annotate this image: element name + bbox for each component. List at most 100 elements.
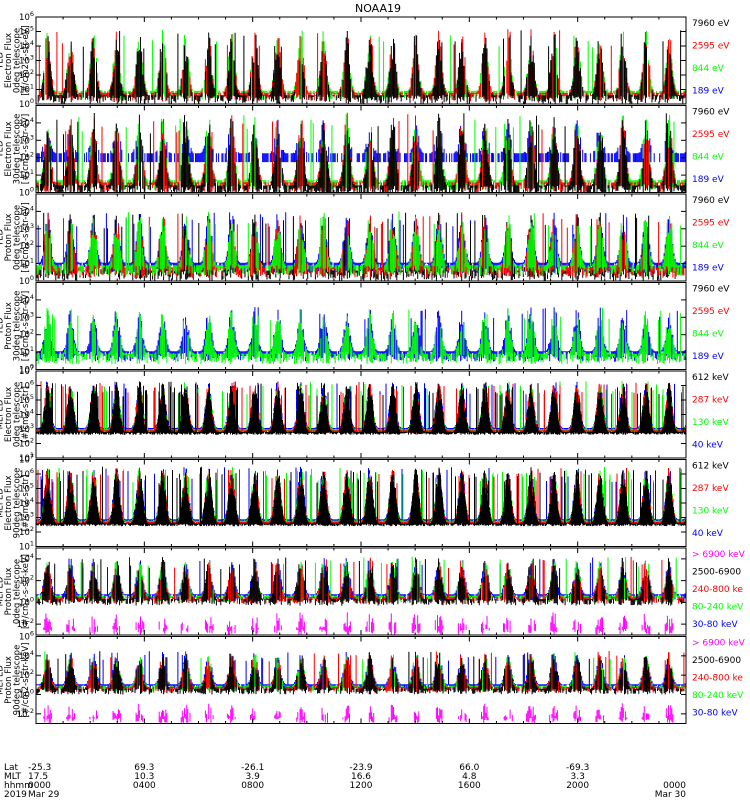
legend-entry-black: 7960 eV — [692, 108, 730, 118]
legend-entry-green: 844 eV — [692, 153, 725, 163]
x-tick-mlt: 3.9 — [246, 772, 261, 782]
y-axis-label: MEPEDElectron Flux0deg telescope[#/cm2-s… — [0, 382, 31, 447]
y-axis-label-line: [#/cm2-s-str-keV] — [21, 554, 31, 629]
y-axis-label-line: [#/cm2-s-str-eV] — [21, 202, 31, 272]
legend-entry-red: 2595 eV — [692, 42, 730, 52]
y-tick-label: 100 — [19, 595, 34, 608]
series-green-trace — [36, 381, 686, 433]
y-tick-label: 107 — [19, 453, 34, 466]
legend-entry-blue: 189 eV — [692, 264, 725, 274]
x-tick-hhmm: 0000 — [28, 781, 51, 791]
y-tick-label: 105 — [19, 482, 34, 495]
x-tick-mlt: 3.3 — [571, 772, 585, 782]
panel-traces — [36, 112, 686, 193]
x-tick-hhmm: 0800 — [241, 781, 264, 791]
y-axis-label: MEPEDProton Flux90deg telescope[#/cm2-s-… — [0, 643, 31, 718]
y-axis-label: TEDProton Flux30deg telescope[#/cm2-s-st… — [0, 291, 31, 362]
x-tick-hhmm: 0400 — [133, 781, 156, 791]
series-black-trace — [36, 466, 686, 527]
legend-entry-red: 287 keV — [692, 484, 729, 494]
y-tick-label: 10-2 — [17, 707, 34, 720]
y-tick-label: 100 — [19, 274, 34, 287]
y-axis-label-line: 30deg telescope — [13, 114, 23, 185]
y-axis-label-line: MEPED — [0, 399, 6, 429]
series-blue-trace — [36, 557, 686, 601]
y-axis-label-line: 0deg telescope — [13, 382, 23, 447]
legend-entry-blue: 30-80 keV — [692, 620, 738, 630]
y-axis-label-line: Proton Flux — [4, 568, 14, 616]
x-tick-mlt: 17.5 — [28, 772, 48, 782]
y-tick-label: 103 — [19, 310, 34, 323]
y-axis-label: MEPEDElectron Flux90deg telescope[#/cm2-… — [0, 468, 31, 539]
panel-traces — [36, 29, 686, 104]
y-axis-label-line: 30deg telescope — [13, 291, 23, 362]
y-axis-label-line: MEPED — [0, 576, 6, 606]
legend-entry-red: 287 keV — [692, 396, 729, 406]
legend-entry-black: 612 keV — [692, 462, 729, 472]
panel-traces — [36, 556, 686, 635]
y-axis-label-line: [#/cm2-s-str-eV] — [21, 114, 31, 184]
y-tick-label: 104 — [19, 496, 34, 509]
legend-entry-blue: 189 eV — [692, 87, 725, 97]
y-tick-label: 106 — [19, 630, 34, 643]
y-axis-label-line: TED — [0, 228, 6, 247]
legend-entry-green: 844 eV — [692, 330, 725, 340]
y-tick-label: 101 — [19, 83, 34, 96]
y-tick-label: 102 — [19, 437, 34, 450]
legend-entry-green: 844 eV — [692, 241, 725, 251]
y-tick-label: 104 — [19, 649, 34, 662]
y-tick-label: 104 — [19, 408, 34, 421]
y-axis-label-line: MEPED — [0, 665, 6, 695]
y-axis-label-line: [#/cm2-s-str-keV] — [21, 643, 31, 718]
y-axis-label: TEDElectron Flux0deg telescope[#/cm2-s-s… — [0, 25, 31, 95]
y-axis-label-line: Proton Flux — [4, 302, 14, 350]
series-green-trace — [36, 30, 686, 100]
legend-entry-blue: 189 eV — [692, 352, 725, 362]
x-tick-hhmm: 1200 — [350, 781, 373, 791]
y-axis-label-line: Proton Flux — [4, 656, 14, 704]
y-tick-label: 104 — [19, 116, 34, 129]
series-green-trace — [36, 211, 686, 276]
legend-entry-blue: 40 keV — [692, 441, 724, 451]
series-black-trace — [36, 557, 685, 606]
y-axis-label-line: Proton Flux — [4, 214, 14, 262]
y-tick-label: 100 — [19, 688, 34, 701]
y-tick-label: 105 — [19, 25, 34, 38]
legend-entry-black: 7960 eV — [692, 285, 730, 295]
legend-entry-red: 240-800 ke — [692, 674, 743, 684]
panel-traces — [36, 651, 686, 724]
x-tick-date: Mar 30 — [655, 790, 687, 800]
y-tick-label: 102 — [19, 239, 34, 252]
legend-entry-blue: 30-80 keV — [692, 709, 738, 719]
x-tick-lat: 66.0 — [459, 763, 479, 773]
x-tick-lat: 69.3 — [134, 763, 154, 773]
panel-traces — [36, 381, 686, 435]
y-tick-label: 106 — [19, 467, 34, 480]
y-axis-label-line: 90deg telescope — [13, 645, 23, 716]
y-tick-label: 106 — [19, 10, 34, 23]
y-tick-label: 100 — [19, 363, 34, 376]
series-blue-trace — [36, 651, 686, 691]
x-row-label: hhmm — [4, 781, 33, 791]
x-tick-date: Mar 29 — [28, 790, 60, 800]
y-tick-label: 102 — [19, 328, 34, 341]
y-tick-label: 104 — [19, 552, 34, 565]
series-red-trace — [36, 29, 686, 102]
y-axis-label-line: Electron Flux — [4, 121, 14, 176]
series-green-trace — [36, 114, 686, 191]
y-tick-label: 106 — [19, 379, 34, 392]
y-axis-label: TEDElectron Flux30deg telescope[#/cm2-s-… — [0, 114, 31, 185]
x-tick-hhmm: 1600 — [458, 781, 481, 791]
x-tick-lat: -69.3 — [566, 763, 589, 773]
series-black-trace — [36, 30, 685, 104]
y-tick-label: 100 — [19, 186, 34, 199]
legend-entry-red: 240-800 ke — [692, 585, 743, 595]
y-axis-label-line: Electron Flux — [4, 475, 14, 530]
panel-traces — [36, 466, 686, 527]
legend-entry-magenta: > 6900 keV — [692, 550, 746, 560]
